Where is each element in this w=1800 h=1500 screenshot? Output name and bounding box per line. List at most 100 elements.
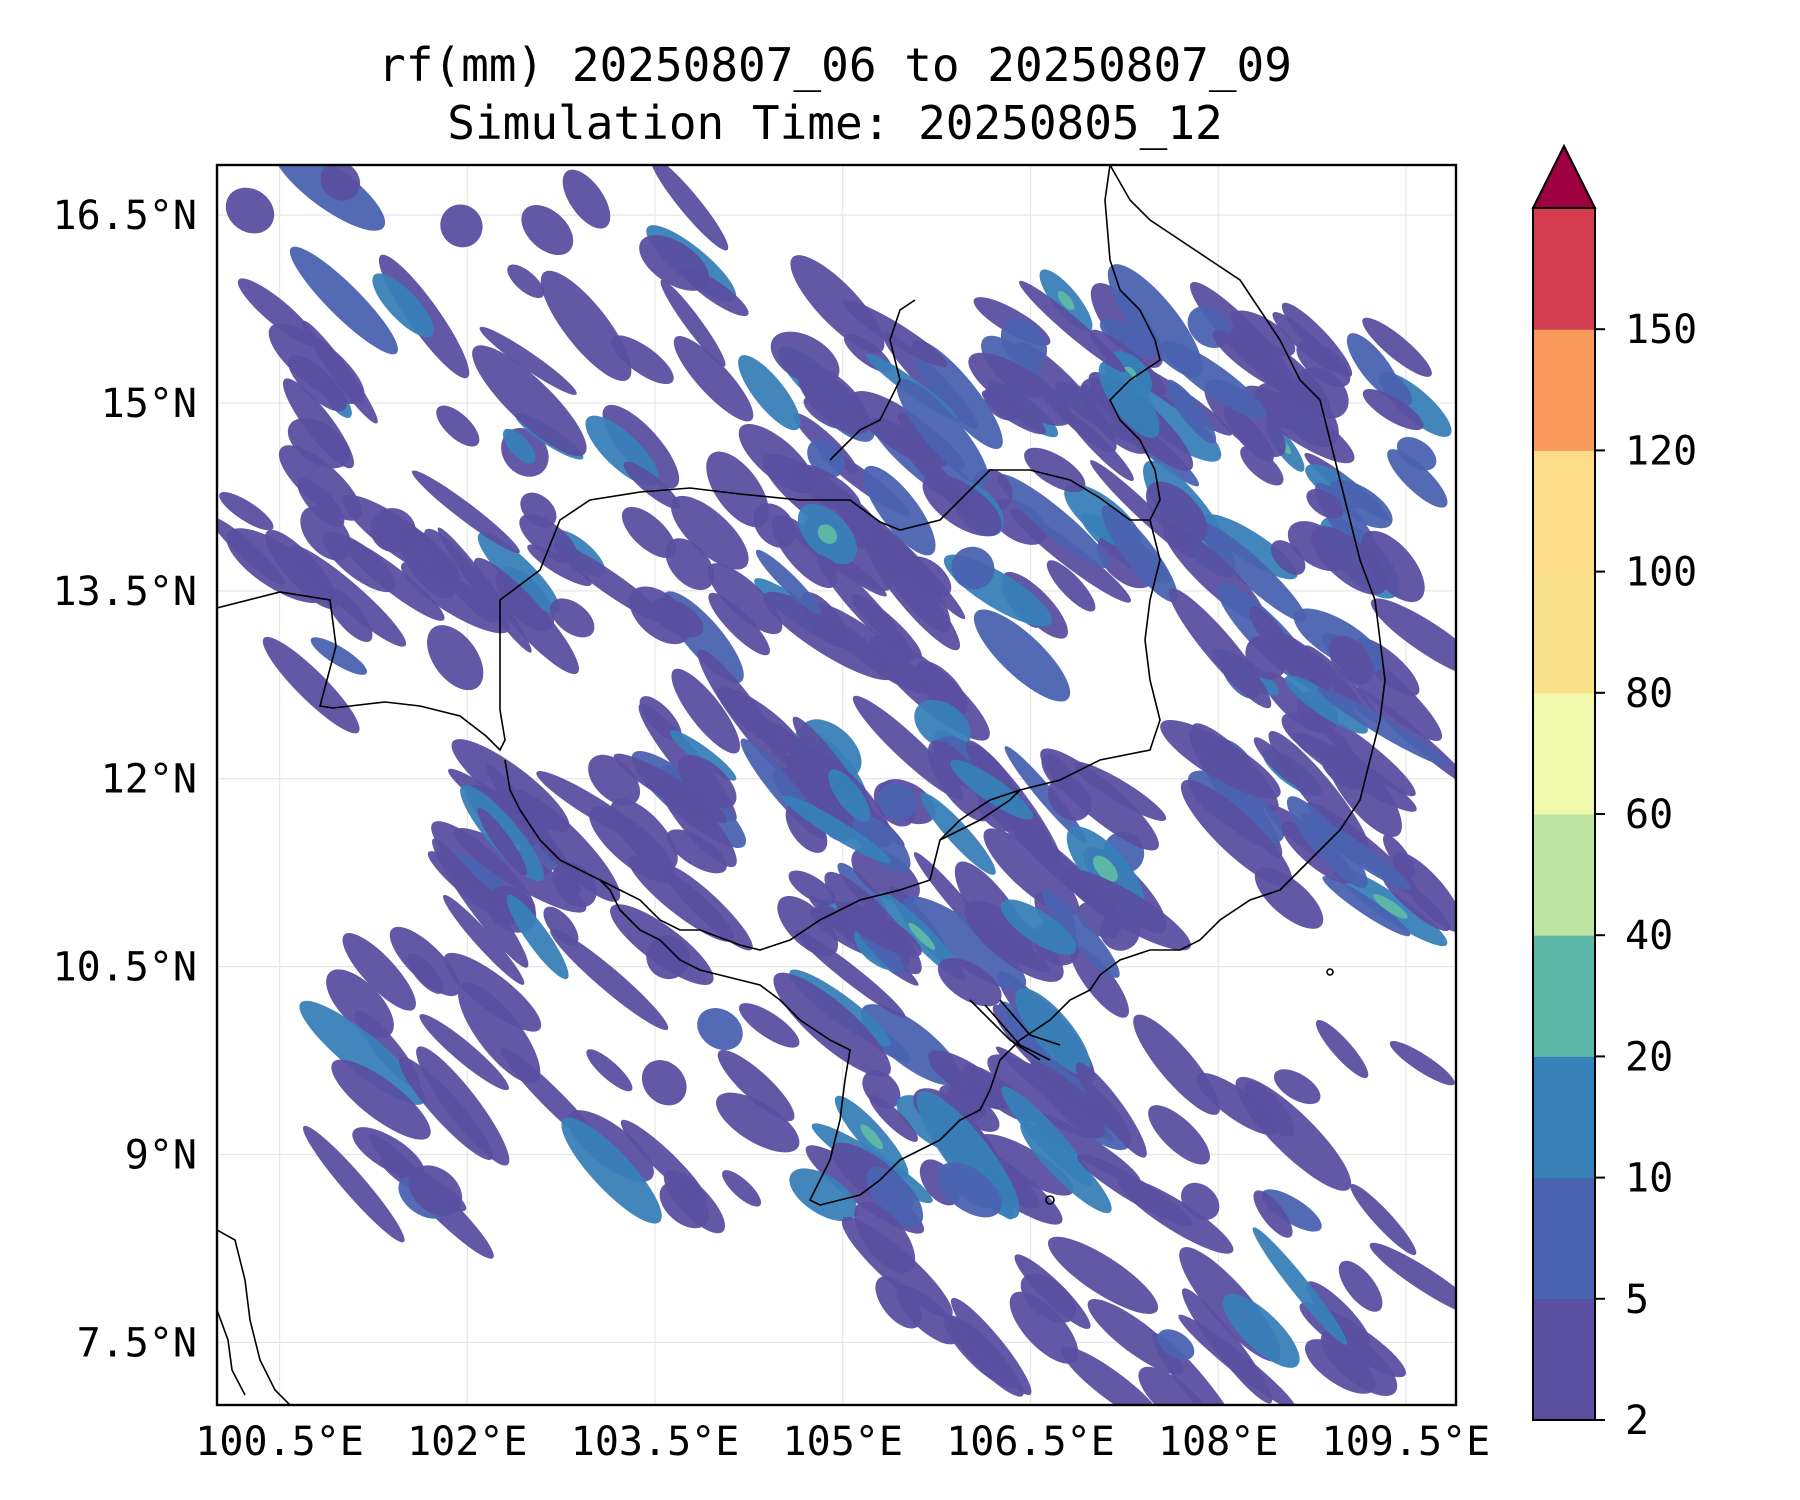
- rain-cell: [1099, 318, 1155, 357]
- rain-cell: [586, 1049, 633, 1092]
- lon-tick-label: 105°E: [783, 1419, 903, 1465]
- rain-cell: [411, 470, 520, 554]
- rain-cell: [506, 894, 569, 980]
- colorbar-segment: [1533, 329, 1595, 451]
- rain-cell: [717, 1049, 795, 1122]
- rain-cell: [716, 1092, 800, 1153]
- rain-cell: [1148, 1105, 1210, 1165]
- rain-cell: [964, 900, 1064, 982]
- rain-cell: [937, 1162, 1002, 1218]
- colorbar-segment: [1533, 571, 1595, 694]
- rain-cell-peak: [908, 922, 936, 950]
- rain-cell: [352, 1127, 425, 1179]
- rain-cell: [1222, 1293, 1300, 1368]
- rain-cell: [1166, 379, 1217, 444]
- rain-cell: [1328, 635, 1374, 685]
- longitude-axis: 100.5°E 102°E 103.5°E 105°E 106.5°E 108°E 109.…: [195, 1419, 1490, 1465]
- rain-cell: [708, 592, 770, 656]
- rain-cell: [671, 668, 741, 754]
- coastlines-borders: [217, 165, 1386, 1405]
- plot-title: rf(mm) 20250807_06 to 20250807_09 Simula…: [0, 36, 1670, 152]
- title-line-2: Simulation Time: 20250805_12: [447, 96, 1223, 150]
- rain-cell: [550, 928, 669, 1031]
- rain-cell: [1030, 1060, 1120, 1132]
- colorbar-segment: [1533, 1177, 1595, 1300]
- rain-cell: [1284, 675, 1368, 734]
- rain-cell: [639, 696, 682, 741]
- rain-cell: [302, 1125, 405, 1243]
- lat-tick-label: 12°N: [101, 757, 197, 803]
- rain-cell: [790, 255, 885, 353]
- rain-cell: [1362, 317, 1432, 377]
- rain-cell: [1009, 508, 1131, 603]
- rain-cell: [697, 1008, 743, 1051]
- rain-cell: [416, 1046, 510, 1166]
- rain-cell: [951, 546, 995, 590]
- lon-tick-label: 100.5°E: [195, 1419, 364, 1465]
- rain-cell: [427, 625, 484, 691]
- rain-cell: [783, 795, 891, 864]
- rain-cell: [641, 1060, 687, 1106]
- rain-cell: [342, 933, 416, 1011]
- rain-cell: [1325, 745, 1402, 837]
- rain-cell: [973, 609, 1071, 702]
- rain-cell: [896, 1286, 959, 1345]
- latitude-axis: 16.5°N 15°N 13.5°N 12°N 10.5°N 9°N 7.5°N: [53, 193, 198, 1366]
- rain-cell: [1075, 1062, 1147, 1158]
- rain-cell: [777, 896, 838, 957]
- rain-cell: [550, 598, 595, 638]
- rain-cell: [677, 755, 737, 809]
- rain-cell: [1118, 1177, 1234, 1254]
- rain-cell: [755, 549, 822, 615]
- rain-cell: [1152, 1333, 1244, 1405]
- rain-cell: [1346, 333, 1402, 400]
- rain-cell: [738, 355, 801, 431]
- rain-cell: [1328, 479, 1393, 529]
- rain-cell: [863, 465, 936, 556]
- rain-cell: [278, 445, 362, 521]
- colorbar-tick-label: 80: [1625, 671, 1673, 717]
- rain-cell: [1060, 868, 1191, 951]
- lon-tick-label: 106.5°E: [946, 1419, 1115, 1465]
- rain-cell: [789, 1168, 858, 1222]
- rain-cell: [670, 495, 749, 570]
- colorbar-extend-arrow: [1531, 143, 1597, 209]
- lat-tick-label: 7.5°N: [77, 1320, 197, 1366]
- rain-cell: [828, 769, 871, 822]
- rain-cell: [937, 958, 1002, 1007]
- rain-cell: [663, 1169, 726, 1234]
- rain-cell: [841, 1216, 953, 1318]
- colorbar-segment: [1533, 814, 1595, 936]
- rain-cell: [1387, 449, 1448, 508]
- rain-cell: [922, 474, 1002, 537]
- rain-cell: [1392, 852, 1456, 932]
- rain-cell: [1273, 1069, 1321, 1105]
- rain-cell: [1370, 598, 1456, 679]
- rain-cell: [927, 740, 992, 822]
- rain-cell: [621, 506, 676, 559]
- rain-cell: [288, 355, 347, 412]
- rain-cell: [1362, 388, 1424, 431]
- rain-cell: [1157, 1329, 1195, 1361]
- rain-cell: [896, 378, 989, 486]
- colorbar-tick-label: 40: [1625, 913, 1673, 959]
- rain-cell: [707, 563, 783, 635]
- colorbar-tick-label: 10: [1625, 1156, 1673, 1202]
- rain-cell: [407, 953, 444, 994]
- rain-cell: [1061, 1346, 1164, 1405]
- rain-cell: [540, 270, 632, 382]
- rain-cell: [1042, 890, 1120, 978]
- rain-cell: [950, 759, 1034, 820]
- rain-cell-peak: [860, 1124, 883, 1150]
- rain-cell: [219, 492, 274, 531]
- rain-cell: [1304, 1339, 1376, 1394]
- rain-cell: [738, 423, 815, 494]
- rain-cell: [1180, 779, 1293, 887]
- rain-cell: [290, 545, 407, 647]
- rain-cell: [543, 906, 579, 946]
- lat-tick-label: 10.5°N: [53, 945, 198, 991]
- rain-cell: [1296, 340, 1351, 387]
- rain-cell: [436, 405, 480, 447]
- rain-cell: [1178, 1314, 1297, 1405]
- rain-cell-peak: [817, 524, 838, 544]
